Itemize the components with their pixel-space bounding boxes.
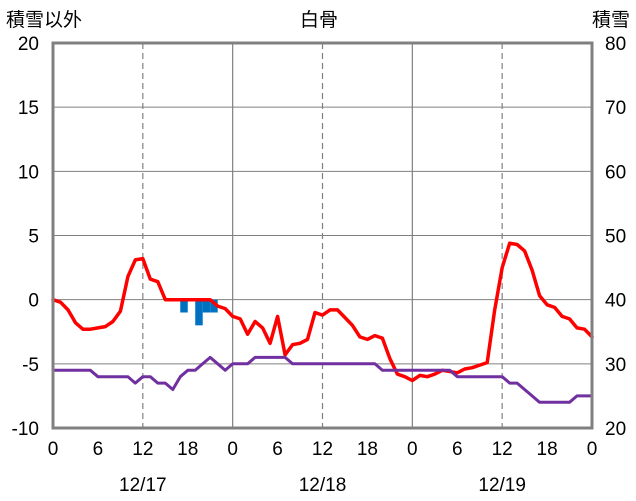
day-label: 12/18	[299, 475, 347, 496]
left-y-tick-label: 15	[18, 98, 39, 119]
day-label: 12/17	[119, 475, 167, 496]
left-y-tick-label: 20	[18, 34, 39, 55]
x-tick-label: 0	[587, 439, 598, 460]
right-axis-label: 積雪	[592, 9, 630, 31]
right-y-tick-label: 50	[605, 227, 626, 248]
x-tick-label: 18	[537, 439, 558, 460]
x-tick-label: 6	[272, 439, 283, 460]
left-y-tick-label: 0	[28, 291, 39, 312]
precipitation-bars	[180, 299, 218, 326]
x-tick-label: 18	[177, 439, 198, 460]
right-y-tick-label: 70	[605, 98, 626, 119]
x-tick-label: 12	[312, 439, 333, 460]
right-y-tick-label: 20	[605, 419, 626, 440]
left-y-tick-label: -5	[22, 355, 39, 376]
chart-title: 白骨	[300, 9, 338, 31]
x-tick-label: 0	[48, 439, 59, 460]
day-label: 12/19	[478, 475, 526, 496]
x-tick-label: 12	[132, 439, 153, 460]
right-y-tick-label: 60	[605, 162, 626, 183]
right-y-tick-label: 30	[605, 355, 626, 376]
x-tick-label: 0	[407, 439, 418, 460]
right-y-tick-label: 80	[605, 34, 626, 55]
left-axis-label: 積雪以外	[6, 9, 82, 31]
temperature-line	[51, 241, 594, 383]
plot-frame	[51, 41, 594, 430]
x-tick-label: 18	[357, 439, 378, 460]
x-tick-label: 6	[452, 439, 463, 460]
grid-layer	[53, 43, 592, 428]
precipitation-bar	[195, 299, 203, 326]
precipitation-bar	[202, 299, 211, 313]
x-tick-label: 12	[492, 439, 513, 460]
right-y-tick-label: 40	[605, 291, 626, 312]
x-tick-label: 0	[227, 439, 238, 460]
left-y-tick-label: 10	[18, 162, 39, 183]
precipitation-bar	[180, 299, 188, 313]
left-y-tick-label: 5	[28, 227, 39, 248]
x-tick-label: 6	[93, 439, 104, 460]
precipitation-bar	[210, 299, 218, 313]
left-y-tick-label: -10	[12, 419, 39, 440]
series-lines	[51, 241, 594, 404]
snow_depth-line	[51, 355, 594, 404]
